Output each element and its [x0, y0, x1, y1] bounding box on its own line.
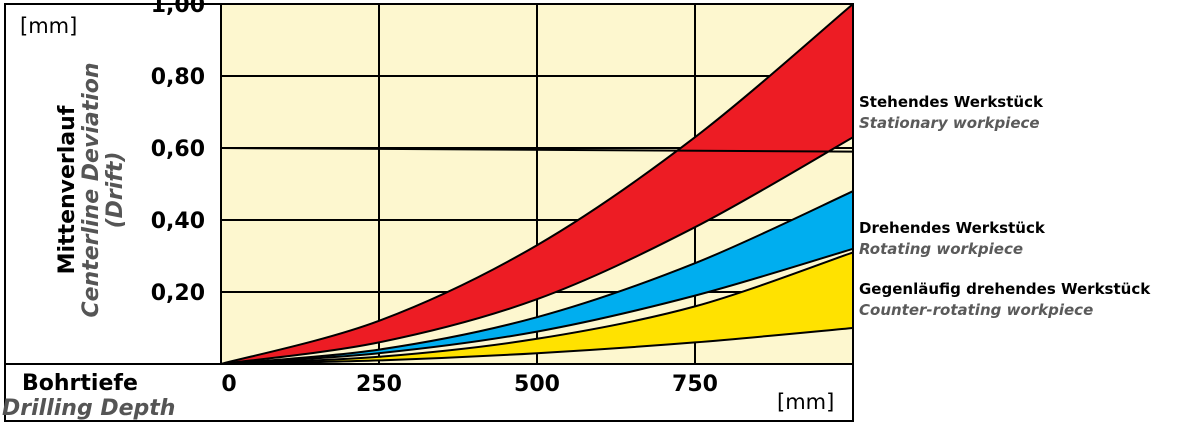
x-tick-label: 250: [356, 372, 402, 397]
y-axis-title-en: Centerline Deviation: [79, 62, 104, 317]
x-tick-label: 0: [221, 372, 236, 397]
y-tick-label: 0,40: [151, 209, 205, 234]
band-lower-line-1: [220, 247, 854, 365]
y-tick-labels: 0,20 0,40 0,60 0,80 1,00: [151, 0, 205, 306]
extra-lines: [220, 147, 854, 153]
legend-label-de: Stehendes Werkstück: [859, 93, 1044, 111]
y-tick-label: 0,80: [151, 65, 205, 90]
x-tick-label: 500: [514, 372, 560, 397]
band-upper-line-1: [220, 190, 854, 365]
band-upper-line-0: [220, 3, 854, 365]
y-axis-title-en-2: (Drift): [103, 152, 128, 229]
legend-label-en: Rotating workpiece: [859, 240, 1023, 258]
y-unit-label: [mm]: [20, 14, 77, 38]
band-0: [221, 4, 853, 364]
x-unit-label: [mm]: [777, 390, 834, 414]
x-tick-labels: 0 250 500 750: [221, 372, 718, 397]
band-1: [221, 191, 853, 364]
legend-label-en: Stationary workpiece: [859, 114, 1040, 132]
x-label-frame: [4, 363, 854, 422]
legend: Stehendes Werkstück Stationary workpiece D…: [859, 93, 1151, 319]
legend-label-de: Gegenläufig drehendes Werkstück: [859, 280, 1151, 298]
y-tick-label: 0,20: [151, 281, 205, 306]
x-axis-title-de: Bohrtiefe: [22, 371, 138, 396]
y-tick-label: 0,60: [151, 137, 205, 162]
band-upper-line-2: [220, 251, 854, 365]
legend-label-de: Drehendes Werkstück: [859, 219, 1046, 237]
series-bands: [220, 3, 854, 365]
y-axis-title-de: Mittenverlauf: [55, 105, 80, 274]
legend-label-en: Counter-rotating workpiece: [859, 301, 1093, 319]
y-tick-label: 1,00: [151, 0, 205, 18]
reference-line: [220, 147, 854, 153]
band-lower-line-0: [220, 136, 854, 365]
y-axis-title: Mittenverlauf Centerline Deviation (Drif…: [55, 62, 128, 317]
band-2: [221, 252, 853, 364]
x-tick-label: 750: [672, 372, 718, 397]
band-lower-line-2: [220, 327, 854, 365]
x-axis-title-en: Drilling Depth: [2, 396, 175, 421]
